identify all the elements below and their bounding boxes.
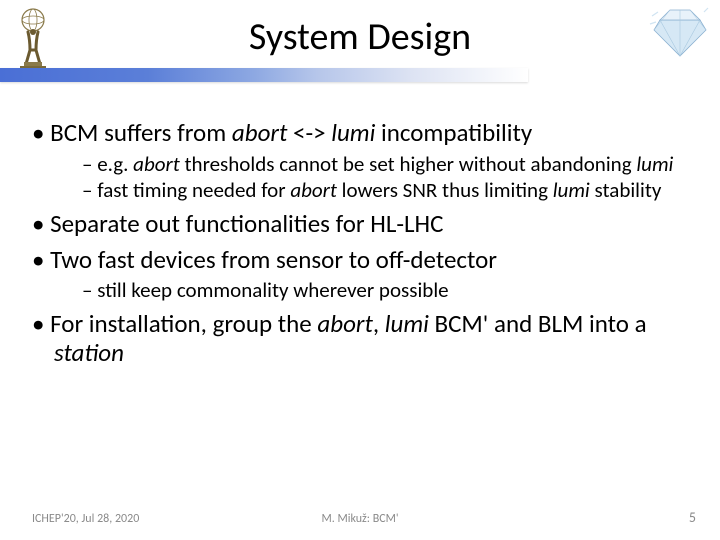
footer-center: M. Mikuž: BCM' (0, 512, 720, 526)
sub-bullet-1-1: e.g. abort thresholds cannot be set high… (82, 152, 694, 177)
bullet-2: Separate out functionalities for HL-LHC (32, 209, 694, 239)
italic-abort: abort (232, 117, 287, 148)
text-span: stability (590, 177, 662, 203)
sub-bullet-1-2: fast timing needed for abort lowers SNR … (82, 178, 694, 203)
footer: ICHEP'20, Jul 28, 2020 M. Mikuž: BCM' 5 (0, 508, 720, 526)
text-span: BCM suffers from (50, 117, 232, 148)
title-underline-bar (0, 68, 528, 82)
italic-lumi: lumi (636, 151, 673, 177)
sub-bullet-3-1: still keep commonality wherever possible (82, 278, 694, 303)
slide: System Design BCM suffers from abort <->… (0, 0, 720, 540)
text-span: e.g. (97, 151, 133, 177)
text-span: still keep commonality wherever possible (97, 277, 448, 303)
text-span: incompatibility (375, 117, 532, 148)
bullet-4: For installation, group the abort, lumi … (32, 309, 694, 368)
text-span: Two fast devices from sensor to off-dete… (50, 244, 497, 275)
text-span: fast timing needed for (97, 177, 290, 203)
text-span: lowers SNR thus limiting (337, 177, 553, 203)
content-area: BCM suffers from abort <-> lumi incompat… (32, 118, 694, 374)
text-span: For installation, group the (50, 308, 317, 339)
header: System Design (0, 0, 720, 84)
bullet-3: Two fast devices from sensor to off-dete… (32, 245, 694, 303)
bullet-list: BCM suffers from abort <-> lumi incompat… (32, 118, 694, 368)
sub-list-3: still keep commonality wherever possible (54, 278, 694, 303)
italic-station: station (54, 337, 124, 368)
text-span: BCM' and BLM into a (429, 308, 647, 339)
italic-lumi: lumi (331, 117, 375, 148)
italic-lumi: lumi (385, 308, 429, 339)
italic-lumi: lumi (553, 177, 590, 203)
italic-abort: abort (290, 177, 337, 203)
text-span: thresholds cannot be set higher without … (180, 151, 637, 177)
italic-abort: abort (317, 308, 372, 339)
slide-number: 5 (689, 509, 696, 526)
italic-abort: abort (133, 151, 180, 177)
text-span: <-> (287, 117, 331, 148)
diamond-icon (648, 2, 712, 58)
text-span: Separate out functionalities for HL-LHC (50, 208, 443, 239)
sub-list-1: e.g. abort thresholds cannot be set high… (54, 152, 694, 204)
bullet-1: BCM suffers from abort <-> lumi incompat… (32, 118, 694, 203)
text-span: , (373, 308, 385, 339)
page-title: System Design (0, 14, 720, 60)
